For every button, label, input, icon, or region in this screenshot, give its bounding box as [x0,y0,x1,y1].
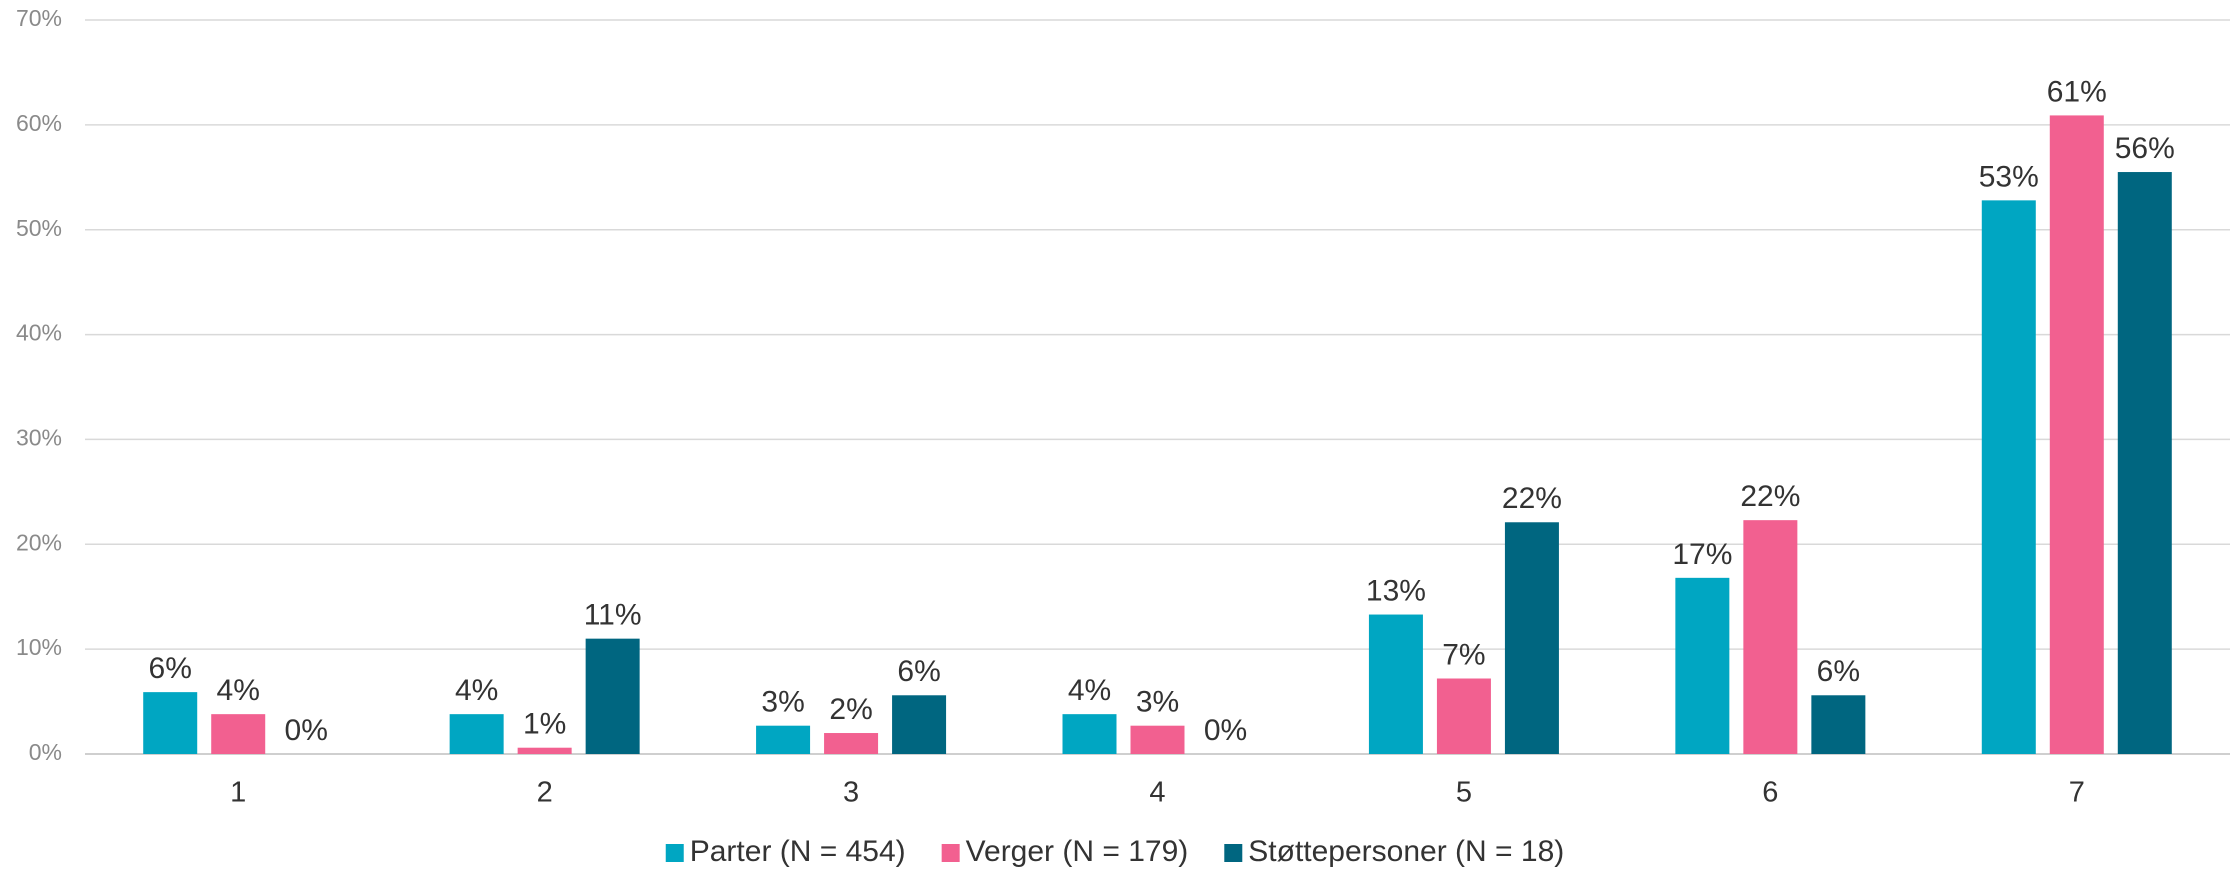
x-tick-label: 6 [1762,777,1778,809]
bar [517,747,572,754]
y-tick-label: 60% [16,110,62,136]
legend-label: Parter (N = 454) [690,835,906,868]
legend-swatch [941,844,960,862]
y-tick-label: 70% [16,5,62,31]
x-tick-label: 1 [230,777,246,809]
y-tick-label: 20% [16,529,62,555]
data-label: 22% [1502,482,1562,515]
data-label: 11% [584,599,642,632]
y-tick-label: 30% [16,425,62,451]
data-label: 2% [829,693,872,726]
bar [1811,695,1866,754]
bar [1504,522,1559,754]
legend-item: Verger (N = 179) [941,835,1189,868]
data-label: 3% [1136,686,1179,719]
bar [824,733,879,754]
y-tick-label: 40% [16,320,62,346]
legend-swatch [665,844,684,862]
data-label: 17% [1672,538,1732,571]
bar [2049,115,2104,755]
data-label: 7% [1442,638,1485,671]
bar [1368,614,1423,754]
data-label: 4% [1068,674,1111,707]
bar [449,714,504,754]
legend-item: Støttepersoner (N = 18) [1224,835,1564,868]
bar [892,695,947,754]
data-label: 56% [2115,132,2175,165]
x-tick-label: 7 [2069,777,2085,809]
legend-label: Støttepersoner (N = 18) [1248,835,1564,868]
legend-item: Parter (N = 454) [665,835,906,868]
x-tick-label: 2 [537,777,553,809]
data-label: 6% [897,655,940,688]
data-label: 61% [2047,75,2107,108]
data-label: 22% [1740,480,1800,513]
y-tick-label: 0% [29,739,62,765]
legend-label: Verger (N = 179) [966,835,1189,868]
data-label: 3% [761,686,804,719]
data-label: 0% [1204,714,1247,747]
bar [1743,520,1798,754]
x-tick-label: 3 [843,777,859,809]
data-label: 6% [1817,655,1860,688]
bar [143,692,198,754]
bar [1062,714,1117,754]
x-tick-label: 4 [1149,777,1165,809]
bar [211,714,266,754]
bar [1981,200,2036,755]
bar [585,638,640,754]
y-tick-label: 10% [16,634,62,660]
bar [2117,172,2172,755]
bar [1675,577,1730,754]
x-tick-label: 5 [1456,777,1472,809]
data-label: 6% [149,652,192,685]
legend-swatch [1224,844,1243,862]
bar [1436,678,1491,754]
data-label: 13% [1366,574,1426,607]
bar [756,725,811,754]
y-tick-label: 50% [16,215,62,241]
data-label: 4% [455,674,498,707]
bar [1130,725,1185,754]
data-label: 0% [285,714,328,747]
data-label: 4% [217,674,260,707]
data-label: 1% [523,708,566,741]
data-label: 53% [1979,160,2039,193]
